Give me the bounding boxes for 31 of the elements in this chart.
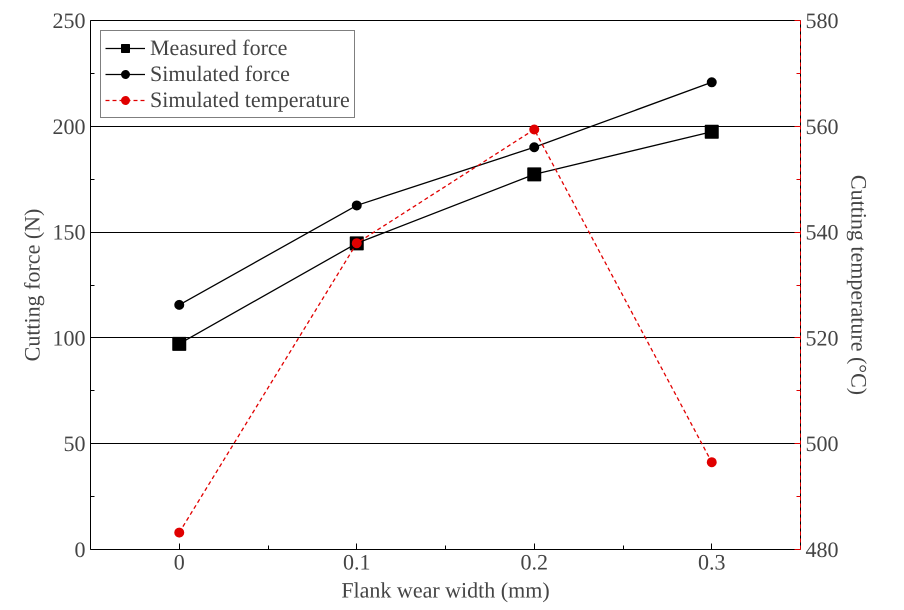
point [527,167,542,182]
x-tick-label: 0.1 [343,550,370,574]
y-tick-label: 150 [52,220,86,245]
point [706,77,717,88]
legend-label: Measured force [150,35,288,61]
y2-tick-label: 520 [806,325,838,350]
y2-tick-label: 480 [806,537,838,562]
y2-tick-label: 500 [806,431,838,456]
y2-axis-title: Cutting temperature (°C) [846,174,872,396]
point [352,200,362,210]
point [706,457,717,468]
point [174,528,184,538]
y2-tick-label: 580 [806,8,838,33]
point [704,124,719,139]
y-tick-label: 250 [52,8,86,33]
x-tick-label: 0.2 [520,550,548,574]
y2-tick-label: 540 [806,220,838,245]
x-axis-title: Flank wear width (mm) [341,578,550,602]
legend-label: Simulated force [150,61,290,87]
legend-label: Simulated temperature [150,87,350,113]
y-axis-title: Cutting force (N) [20,208,44,362]
y2-tick-label: 560 [806,114,838,139]
point [529,142,540,152]
x-tick-label: 0 [174,550,185,574]
point [174,300,184,310]
y-tick-label: 100 [52,325,86,350]
y-tick-label: 50 [64,431,86,456]
point [172,336,186,351]
y-tick-label: 200 [52,114,86,139]
x-tick-label: 0.3 [698,550,726,574]
point [529,124,540,134]
